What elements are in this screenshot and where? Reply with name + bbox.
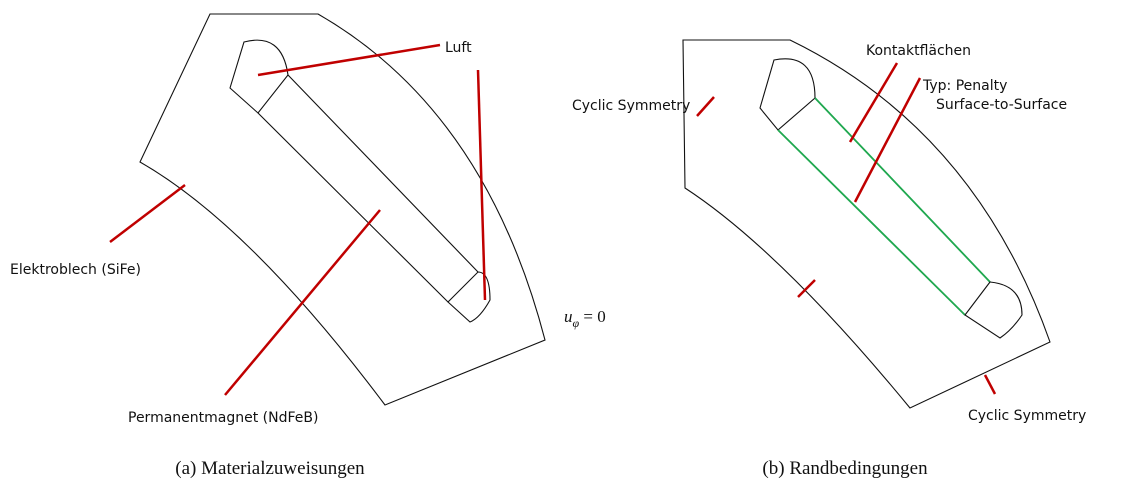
sector-outline bbox=[682, 39, 1051, 409]
leader-line bbox=[109, 184, 186, 243]
leader-line bbox=[797, 279, 816, 298]
label: Kontaktflächen bbox=[866, 43, 971, 59]
label: Cyclic Symmetry bbox=[572, 98, 690, 114]
leader-line bbox=[696, 96, 715, 117]
math-rest: = 0 bbox=[579, 307, 606, 326]
caption: (b) Randbedingungen bbox=[762, 458, 928, 479]
caption: (a) Materialzuweisungen bbox=[175, 458, 365, 479]
panel-a-geometry bbox=[109, 13, 546, 406]
air-pocket-top bbox=[229, 39, 289, 114]
math-label: uφ = 0 bbox=[564, 307, 606, 330]
label: Surface-to-Surface bbox=[936, 97, 1067, 113]
air-pocket-bottom bbox=[447, 271, 491, 323]
label: Cyclic Symmetry bbox=[968, 408, 1086, 424]
leader-line bbox=[983, 374, 997, 395]
panel-b-geometry bbox=[682, 39, 1051, 409]
math-base: u bbox=[564, 307, 573, 326]
sector-outline bbox=[139, 13, 546, 406]
magnet-sides bbox=[257, 74, 479, 303]
air-pocket-bottom bbox=[964, 281, 1023, 339]
leader-line bbox=[853, 77, 922, 203]
air-pocket-top bbox=[759, 58, 816, 131]
label: Luft bbox=[445, 40, 472, 56]
contact-surface bbox=[814, 97, 991, 283]
leader-line bbox=[848, 62, 899, 143]
magnet-sides bbox=[777, 97, 991, 316]
leader-line bbox=[476, 69, 487, 301]
leader-line bbox=[224, 209, 381, 396]
label: Permanentmagnet (NdFeB) bbox=[128, 410, 318, 426]
math-subscript: φ bbox=[573, 316, 580, 330]
label: Elektroblech (SiFe) bbox=[10, 262, 141, 278]
leader-line bbox=[257, 43, 441, 77]
contact-surface bbox=[777, 129, 966, 316]
label: Typ: Penalty bbox=[922, 78, 1007, 94]
